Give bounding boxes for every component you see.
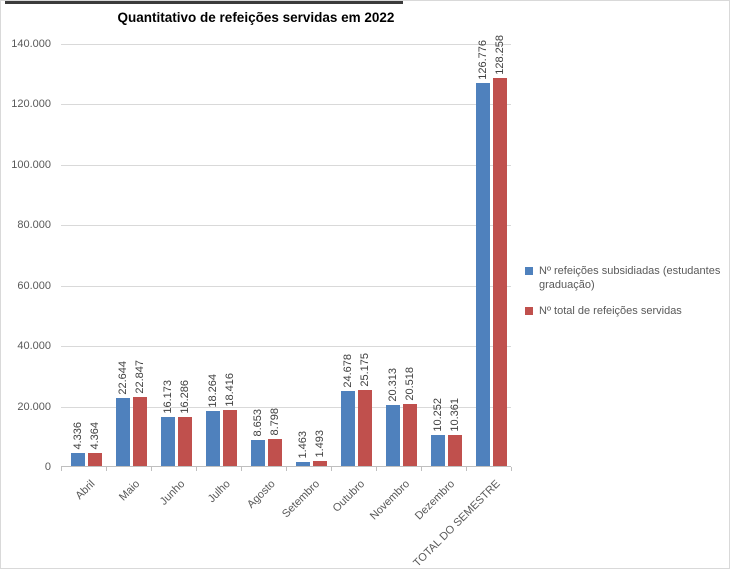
x-axis-tick bbox=[376, 467, 377, 471]
y-tick-label: 100.000 bbox=[11, 159, 51, 171]
x-tick-label: TOTAL DO SEMESTRE bbox=[411, 478, 503, 569]
x-tick-label: Abril bbox=[73, 478, 98, 503]
bar-value-label: 18.416 bbox=[224, 373, 236, 407]
gridline bbox=[61, 346, 511, 347]
legend-swatch bbox=[525, 267, 533, 275]
x-tick-label: Agosto bbox=[244, 478, 278, 511]
bar bbox=[341, 391, 355, 466]
bar-value-label: 10.252 bbox=[432, 398, 444, 432]
bar-value-label: 126.776 bbox=[477, 40, 489, 80]
x-axis-tick bbox=[511, 467, 512, 471]
bar-value-label: 22.847 bbox=[134, 360, 146, 394]
bar-value-label: 18.264 bbox=[207, 374, 219, 408]
bar-value-label: 16.286 bbox=[179, 380, 191, 414]
y-tick-label: 40.000 bbox=[17, 340, 51, 352]
bar bbox=[116, 398, 130, 466]
bar bbox=[161, 417, 175, 466]
y-tick-label: 60.000 bbox=[17, 280, 51, 292]
plot-area: 4.336 4.364 22.644 22.847 16.173 16.286 18.264… bbox=[61, 35, 512, 471]
bar-value-label: 8.653 bbox=[252, 409, 264, 437]
gridline bbox=[61, 104, 511, 105]
bar-value-label: 8.798 bbox=[269, 408, 281, 436]
x-tick-label: Novembro bbox=[368, 478, 413, 523]
x-axis-tick bbox=[151, 467, 152, 471]
bar bbox=[448, 435, 462, 466]
x-axis-tick bbox=[466, 467, 467, 471]
y-tick-label: 20.000 bbox=[17, 401, 51, 413]
bar-value-label: 1.493 bbox=[314, 430, 326, 458]
x-tick-label: Dezembro bbox=[413, 478, 458, 523]
x-tick-label: Setembro bbox=[280, 478, 323, 521]
x-tick-label: Julho bbox=[205, 478, 233, 506]
bar bbox=[386, 405, 400, 466]
y-tick-label: 80.000 bbox=[17, 219, 51, 231]
bar-value-label: 4.336 bbox=[72, 422, 84, 450]
bar-value-label: 24.678 bbox=[342, 354, 354, 388]
bar-value-label: 22.644 bbox=[117, 361, 129, 395]
x-tick-label: Maio bbox=[117, 478, 143, 504]
bar-value-label: 25.175 bbox=[359, 353, 371, 387]
bar-value-label: 16.173 bbox=[162, 380, 174, 414]
x-axis-tick bbox=[286, 467, 287, 471]
bar bbox=[476, 83, 490, 466]
chart-title: Quantitativo de refeições servidas em 20… bbox=[117, 10, 395, 25]
gridline bbox=[61, 286, 511, 287]
bar-value-label: 4.364 bbox=[89, 422, 101, 450]
legend-item: Nº total de refeições servidas bbox=[525, 304, 725, 318]
bar bbox=[431, 435, 445, 466]
legend-item: Nº refeições subsidiadas (estudantes gra… bbox=[525, 264, 725, 292]
legend: Nº refeições subsidiadas (estudantes gra… bbox=[525, 264, 725, 330]
gridline bbox=[61, 44, 511, 45]
gridline bbox=[61, 165, 511, 166]
bar bbox=[358, 390, 372, 466]
x-axis-tick bbox=[241, 467, 242, 471]
bar bbox=[268, 439, 282, 466]
x-axis-tick bbox=[331, 467, 332, 471]
bar bbox=[251, 440, 265, 466]
bar bbox=[313, 461, 327, 466]
y-tick-label: 0 bbox=[44, 461, 51, 473]
window-edge-strip bbox=[5, 1, 403, 4]
bar bbox=[493, 78, 507, 466]
bar-value-label: 128.258 bbox=[494, 35, 506, 75]
bar bbox=[88, 453, 102, 466]
bar bbox=[178, 417, 192, 466]
bar-value-label: 20.313 bbox=[387, 368, 399, 402]
legend-label: Nº refeições subsidiadas (estudantes gra… bbox=[539, 265, 721, 291]
x-tick-label: Outubro bbox=[330, 478, 368, 515]
gridline bbox=[61, 225, 511, 226]
x-tick-label: Junho bbox=[157, 478, 188, 508]
x-axis-tick bbox=[196, 467, 197, 471]
legend-swatch bbox=[525, 307, 533, 315]
bar-value-label: 10.361 bbox=[449, 398, 461, 432]
y-tick-label: 120.000 bbox=[11, 98, 51, 110]
y-tick-label: 140.000 bbox=[11, 38, 51, 50]
bar bbox=[71, 453, 85, 466]
bar-value-label: 20.518 bbox=[404, 367, 416, 401]
x-axis-tick bbox=[421, 467, 422, 471]
bar bbox=[206, 411, 220, 466]
bar-value-label: 1.463 bbox=[297, 431, 309, 459]
bar bbox=[223, 410, 237, 466]
bar bbox=[403, 404, 417, 466]
x-axis-tick bbox=[61, 467, 62, 471]
x-axis-tick bbox=[106, 467, 107, 471]
legend-label: Nº total de refeições servidas bbox=[539, 305, 682, 317]
gridline bbox=[61, 407, 511, 408]
bar bbox=[296, 462, 310, 466]
bar bbox=[133, 397, 147, 466]
